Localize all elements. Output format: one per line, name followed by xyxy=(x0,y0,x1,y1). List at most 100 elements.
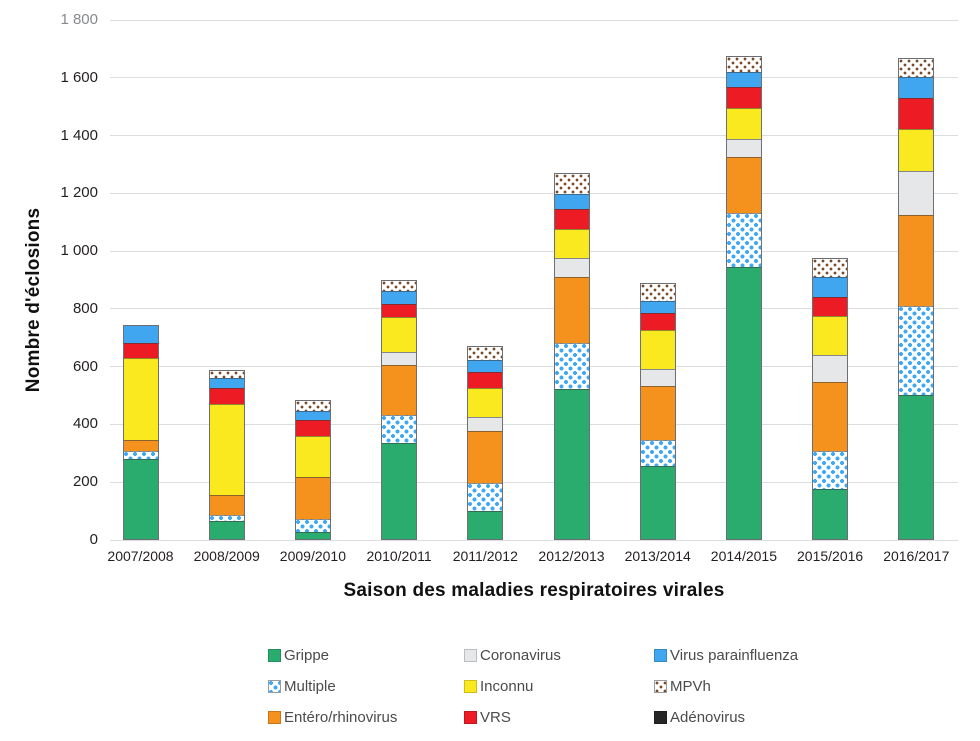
x-tick-label: 2015/2016 xyxy=(797,548,864,564)
bar-segment-parainfluenza xyxy=(813,276,848,297)
bar-2013-2014 xyxy=(639,282,676,540)
bar-segment-multiple xyxy=(813,451,848,489)
x-tick-label: 2010/2011 xyxy=(366,548,432,564)
bar-segment-parainfluenza xyxy=(295,410,330,420)
bar-segment-mpvh xyxy=(554,174,589,195)
legend-swatch-parainfluenza xyxy=(654,649,667,662)
legend-item-entero: Entéro/rhinovirus xyxy=(268,709,464,726)
bar-segment-vrs xyxy=(726,87,761,108)
x-tick-label: 2008/2009 xyxy=(193,548,260,564)
bar-segment-coronavirus xyxy=(382,351,417,365)
y-tick-label: 0 xyxy=(89,531,98,548)
x-tick-label: 2012/2013 xyxy=(538,548,605,564)
bar-segment-vrs xyxy=(123,343,158,358)
bar-segment-coronavirus xyxy=(640,369,675,387)
bar-segment-multiple xyxy=(899,305,934,396)
legend-label: Adénovirus xyxy=(670,709,746,726)
bar-segment-inconnu xyxy=(726,107,761,140)
legend-label: Grippe xyxy=(284,647,330,664)
bar-segment-grippe xyxy=(554,389,589,539)
y-tick-label: 200 xyxy=(72,473,98,491)
bar-segment-grippe xyxy=(899,395,934,539)
bar-segment-parainfluenza xyxy=(382,291,417,305)
bar-segment-entero xyxy=(726,156,761,214)
y-tick-label: 600 xyxy=(72,357,98,375)
bar-segment-grippe xyxy=(209,520,244,539)
x-tick-label: 2011/2012 xyxy=(452,548,518,564)
gridline xyxy=(110,366,958,368)
bar-segment-entero xyxy=(468,431,503,484)
bar-segment-multiple xyxy=(726,213,761,267)
bar-segment-vrs xyxy=(640,312,675,331)
legend-label: Multiple xyxy=(284,678,336,695)
bar-2015-2016 xyxy=(812,258,849,540)
bar-segment-mpvh xyxy=(899,58,934,78)
bar-segment-parainfluenza xyxy=(899,77,934,98)
y-tick-label: 1 800 xyxy=(60,11,98,28)
bar-segment-inconnu xyxy=(295,435,330,478)
bar-segment-grippe xyxy=(640,465,675,539)
bar-2012-2013 xyxy=(553,173,590,540)
bar-segment-grippe xyxy=(382,442,417,539)
bar-segment-inconnu xyxy=(468,387,503,417)
x-tick-label: 2016/2017 xyxy=(883,548,950,564)
bar-segment-coronavirus xyxy=(813,354,848,383)
bar-segment-grippe xyxy=(123,458,158,539)
bar-segment-inconnu xyxy=(813,315,848,355)
bar-2010-2011 xyxy=(381,280,418,540)
legend-label: MPVh xyxy=(670,678,711,695)
gridline xyxy=(110,19,958,21)
bar-segment-inconnu xyxy=(123,357,158,440)
bar-segment-parainfluenza xyxy=(123,325,158,344)
bar-segment-parainfluenza xyxy=(554,194,589,209)
bar-segment-coronavirus xyxy=(899,171,934,215)
bar-segment-mpvh xyxy=(382,281,417,292)
bar-segment-vrs xyxy=(899,97,934,130)
x-tick-label: 2007/2008 xyxy=(107,548,174,564)
legend-swatch-mpvh xyxy=(654,680,667,693)
gridline xyxy=(110,539,958,541)
bar-2011-2012 xyxy=(467,346,504,540)
gridline xyxy=(110,481,958,483)
legend-label: Virus parainfluenza xyxy=(670,647,799,664)
bar-segment-entero xyxy=(554,276,589,344)
bar-segment-parainfluenza xyxy=(726,71,761,88)
gridline xyxy=(110,308,958,310)
bar-segment-mpvh xyxy=(813,259,848,277)
gridline xyxy=(110,192,958,194)
bar-segment-parainfluenza xyxy=(640,301,675,313)
bar-segment-multiple xyxy=(295,519,330,533)
legend-label: Coronavirus xyxy=(480,647,561,664)
bar-segment-inconnu xyxy=(382,317,417,352)
bar-segment-mpvh xyxy=(640,283,675,302)
bar-2007-2008 xyxy=(122,324,159,540)
x-tick-label: 2013/2014 xyxy=(624,548,691,564)
bar-segment-inconnu xyxy=(554,228,589,258)
gridline xyxy=(110,423,958,425)
bar-segment-multiple xyxy=(554,343,589,390)
bar-segment-grippe xyxy=(813,488,848,539)
legend-item-mpvh: MPVh xyxy=(654,678,798,695)
bar-segment-inconnu xyxy=(899,129,934,172)
bar-segment-inconnu xyxy=(209,403,244,495)
legend-swatch-adenovirus xyxy=(654,711,667,724)
legend-item-adenovirus: Adénovirus xyxy=(654,709,798,726)
legend-label: Entéro/rhinovirus xyxy=(284,709,398,726)
bar-segment-parainfluenza xyxy=(468,360,503,372)
x-tick-label: 2014/2015 xyxy=(710,548,777,564)
legend-item-grippe: Grippe xyxy=(268,647,464,664)
y-tick-label: 800 xyxy=(72,299,98,317)
legend-swatch-coronavirus xyxy=(464,649,477,662)
bar-segment-entero xyxy=(295,477,330,520)
legend-swatch-vrs xyxy=(464,711,477,724)
bar-segment-entero xyxy=(382,364,417,416)
legend-swatch-multiple xyxy=(268,680,281,693)
bar-segment-mpvh xyxy=(468,347,503,361)
bar-segment-multiple xyxy=(382,415,417,443)
bar-segment-parainfluenza xyxy=(209,377,244,388)
gridline xyxy=(110,77,958,79)
bar-2008-2009 xyxy=(208,369,245,540)
y-tick-label: 1 000 xyxy=(60,242,98,260)
bar-segment-mpvh xyxy=(209,370,244,378)
